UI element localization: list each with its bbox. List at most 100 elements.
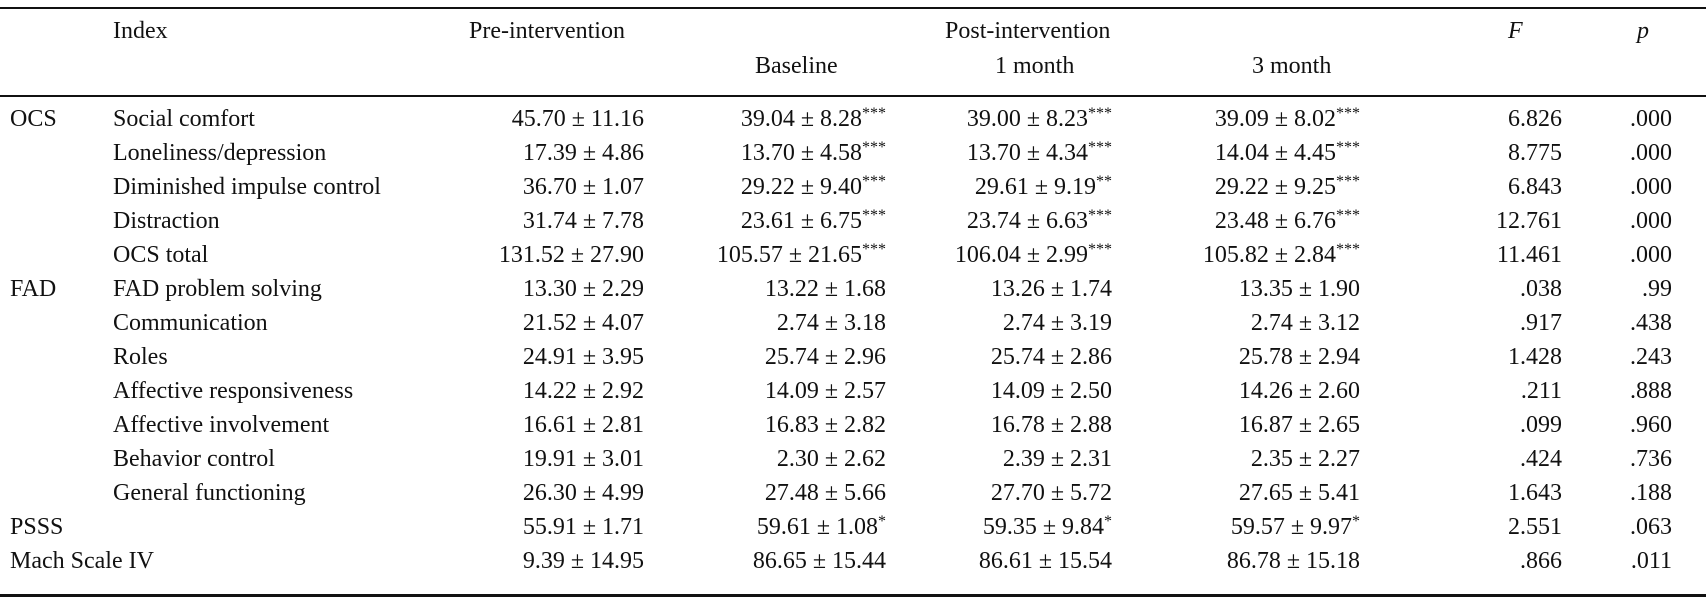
- pre-intervention-cell-value: 36.70 ± 1.07: [522, 174, 644, 200]
- one-month-cell: 59.35 ± 9.84*: [983, 513, 1112, 541]
- row-label-value: Social comfort: [113, 106, 255, 132]
- pre-intervention-cell: 21.52 ± 4.07: [523, 309, 644, 337]
- one-month-cell-value: 86.61 ± 15.54: [978, 548, 1112, 574]
- one-month-cell-value: 2.74 ± 3.19: [1002, 310, 1112, 336]
- p-cell: .000: [1630, 105, 1672, 133]
- p-cell-value: .188: [1630, 480, 1672, 506]
- baseline-cell-value: 27.48 ± 5.66: [764, 480, 886, 506]
- row-label-value: Behavior control: [113, 446, 275, 472]
- three-month-cell-value: 16.87 ± 2.65: [1238, 412, 1360, 438]
- p-cell: .188: [1630, 479, 1672, 507]
- table-row: Distraction 31.74 ± 7.78 23.61 ± 6.75*** 23…: [0, 207, 1706, 241]
- pre-intervention-cell: 16.61 ± 2.81: [523, 411, 644, 439]
- pre-intervention-cell: 17.39 ± 4.86: [523, 139, 644, 167]
- three-month-cell-value: 105.82 ± 2.84: [1202, 242, 1336, 268]
- p-cell: .000: [1630, 173, 1672, 201]
- three-month-cell-value: 14.26 ± 2.60: [1238, 378, 1360, 404]
- significance-marker: ***: [1088, 105, 1112, 122]
- pre-intervention-cell-value: 55.91 ± 1.71: [522, 514, 644, 540]
- baseline-cell: 27.48 ± 5.66: [765, 479, 886, 507]
- row-label: Behavior control: [113, 445, 275, 473]
- one-month-cell: 14.09 ± 2.50: [991, 377, 1112, 405]
- pre-intervention-cell-value: 31.74 ± 7.78: [522, 208, 644, 234]
- pre-intervention-cell: 19.91 ± 3.01: [523, 445, 644, 473]
- three-month-cell: 2.35 ± 2.27: [1251, 445, 1360, 473]
- one-month-cell: 27.70 ± 5.72: [991, 479, 1112, 507]
- row-label: General functioning: [113, 479, 306, 507]
- baseline-cell-value: 86.65 ± 15.44: [752, 548, 886, 574]
- baseline-cell: 86.65 ± 15.44: [753, 547, 886, 575]
- significance-marker: ***: [862, 173, 886, 190]
- f-cell: .424: [1520, 445, 1562, 473]
- one-month-cell-value: 39.00 ± 8.23: [966, 106, 1088, 132]
- one-month-cell-value: 13.70 ± 4.34: [966, 140, 1088, 166]
- one-month-cell: 86.61 ± 15.54: [979, 547, 1112, 575]
- p-cell: .243: [1630, 343, 1672, 371]
- significance-marker: ***: [1336, 207, 1360, 224]
- baseline-cell-value: 105.57 ± 21.65: [716, 242, 862, 268]
- table-row: Affective responsiveness 14.22 ± 2.92 14.0…: [0, 377, 1706, 411]
- f-cell-value: .099: [1520, 412, 1562, 438]
- header-1-month: 1 month: [995, 53, 1075, 79]
- f-cell: .917: [1520, 309, 1562, 337]
- row-label: OCS total: [113, 241, 208, 269]
- table-row: Diminished impulse control 36.70 ± 1.07 29…: [0, 173, 1706, 207]
- p-cell-value: .000: [1630, 208, 1672, 234]
- three-month-cell-value: 27.65 ± 5.41: [1238, 480, 1360, 506]
- f-cell: 6.826: [1508, 105, 1562, 133]
- pre-intervention-cell-value: 17.39 ± 4.86: [522, 140, 644, 166]
- row-label-value: Distraction: [113, 208, 220, 234]
- significance-marker: ***: [1336, 241, 1360, 258]
- header-f-statistic: F: [1508, 18, 1523, 44]
- row-label: FAD problem solving: [113, 275, 322, 303]
- table-row: OCS Social comfort 45.70 ± 11.16 39.04 ± 8.…: [0, 105, 1706, 139]
- significance-marker: ***: [1088, 241, 1112, 258]
- three-month-cell: 59.57 ± 9.97*: [1231, 513, 1360, 541]
- significance-marker: *: [1104, 513, 1112, 530]
- row-label: Loneliness/depression: [113, 139, 326, 167]
- pre-intervention-cell-value: 26.30 ± 4.99: [522, 480, 644, 506]
- three-month-cell-value: 2.74 ± 3.12: [1250, 310, 1360, 336]
- p-cell-value: .960: [1630, 412, 1672, 438]
- table-row: Roles 24.91 ± 3.95 25.74 ± 2.96 25.74 ± 2.8…: [0, 343, 1706, 377]
- one-month-cell-value: 13.26 ± 1.74: [990, 276, 1112, 302]
- significance-marker: ***: [1336, 173, 1360, 190]
- three-month-cell: 29.22 ± 9.25***: [1215, 173, 1360, 201]
- three-month-cell-value: 86.78 ± 15.18: [1226, 548, 1360, 574]
- three-month-cell-value: 29.22 ± 9.25: [1214, 174, 1336, 200]
- pre-intervention-cell: 9.39 ± 14.95: [523, 547, 644, 575]
- row-label: Distraction: [113, 207, 220, 235]
- one-month-cell: 2.74 ± 3.19: [1003, 309, 1112, 337]
- f-cell: 12.761: [1496, 207, 1562, 235]
- bottom-rule: [0, 594, 1706, 597]
- row-label-value: OCS total: [113, 242, 209, 268]
- significance-marker: ***: [862, 241, 886, 258]
- pre-intervention-cell: 31.74 ± 7.78: [523, 207, 644, 235]
- three-month-cell: 23.48 ± 6.76***: [1215, 207, 1360, 235]
- f-cell-value: 12.761: [1496, 208, 1562, 234]
- f-cell: 11.461: [1497, 241, 1562, 269]
- p-cell-value: .888: [1630, 378, 1672, 404]
- f-cell-value: 11.461: [1496, 242, 1562, 268]
- one-month-cell-value: 59.35 ± 9.84: [982, 514, 1104, 540]
- baseline-cell: 2.30 ± 2.62: [777, 445, 886, 473]
- significance-marker: ***: [862, 105, 886, 122]
- f-cell: 1.428: [1508, 343, 1562, 371]
- baseline-cell: 14.09 ± 2.57: [765, 377, 886, 405]
- significance-marker: ***: [1336, 105, 1360, 122]
- pre-intervention-cell-value: 13.30 ± 2.29: [522, 276, 644, 302]
- pre-intervention-cell: 13.30 ± 2.29: [523, 275, 644, 303]
- row-group-label-value: FAD: [10, 276, 57, 302]
- f-cell: .099: [1520, 411, 1562, 439]
- one-month-cell: 13.26 ± 1.74: [991, 275, 1112, 303]
- p-cell-value: .000: [1630, 242, 1672, 268]
- table-row: OCS total 131.52 ± 27.90 105.57 ± 21.65***…: [0, 241, 1706, 275]
- significance-marker: ***: [1336, 139, 1360, 156]
- p-cell-value: .000: [1630, 106, 1672, 132]
- f-cell: 6.843: [1508, 173, 1562, 201]
- three-month-cell: 86.78 ± 15.18: [1227, 547, 1360, 575]
- pre-intervention-cell: 36.70 ± 1.07: [523, 173, 644, 201]
- one-month-cell: 39.00 ± 8.23***: [967, 105, 1112, 133]
- p-cell: .000: [1630, 207, 1672, 235]
- pre-intervention-cell: 131.52 ± 27.90: [499, 241, 644, 269]
